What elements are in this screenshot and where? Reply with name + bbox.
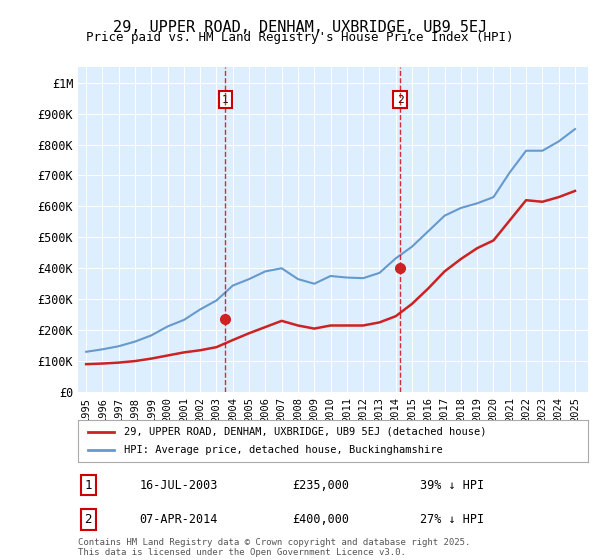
Text: 1: 1 [85,479,92,492]
Text: 07-APR-2014: 07-APR-2014 [139,513,218,526]
Text: Price paid vs. HM Land Registry's House Price Index (HPI): Price paid vs. HM Land Registry's House … [86,31,514,44]
Text: £235,000: £235,000 [292,479,349,492]
Text: 2: 2 [397,95,404,105]
Text: 27% ↓ HPI: 27% ↓ HPI [420,513,484,526]
Text: 39% ↓ HPI: 39% ↓ HPI [420,479,484,492]
Text: 1: 1 [222,95,229,105]
Text: HPI: Average price, detached house, Buckinghamshire: HPI: Average price, detached house, Buck… [124,445,443,455]
Text: Contains HM Land Registry data © Crown copyright and database right 2025.
This d: Contains HM Land Registry data © Crown c… [78,538,470,557]
Text: £400,000: £400,000 [292,513,349,526]
Text: 2: 2 [85,513,92,526]
Text: 29, UPPER ROAD, DENHAM, UXBRIDGE, UB9 5EJ: 29, UPPER ROAD, DENHAM, UXBRIDGE, UB9 5E… [113,20,487,35]
Text: 29, UPPER ROAD, DENHAM, UXBRIDGE, UB9 5EJ (detached house): 29, UPPER ROAD, DENHAM, UXBRIDGE, UB9 5E… [124,427,487,437]
Text: 16-JUL-2003: 16-JUL-2003 [139,479,218,492]
